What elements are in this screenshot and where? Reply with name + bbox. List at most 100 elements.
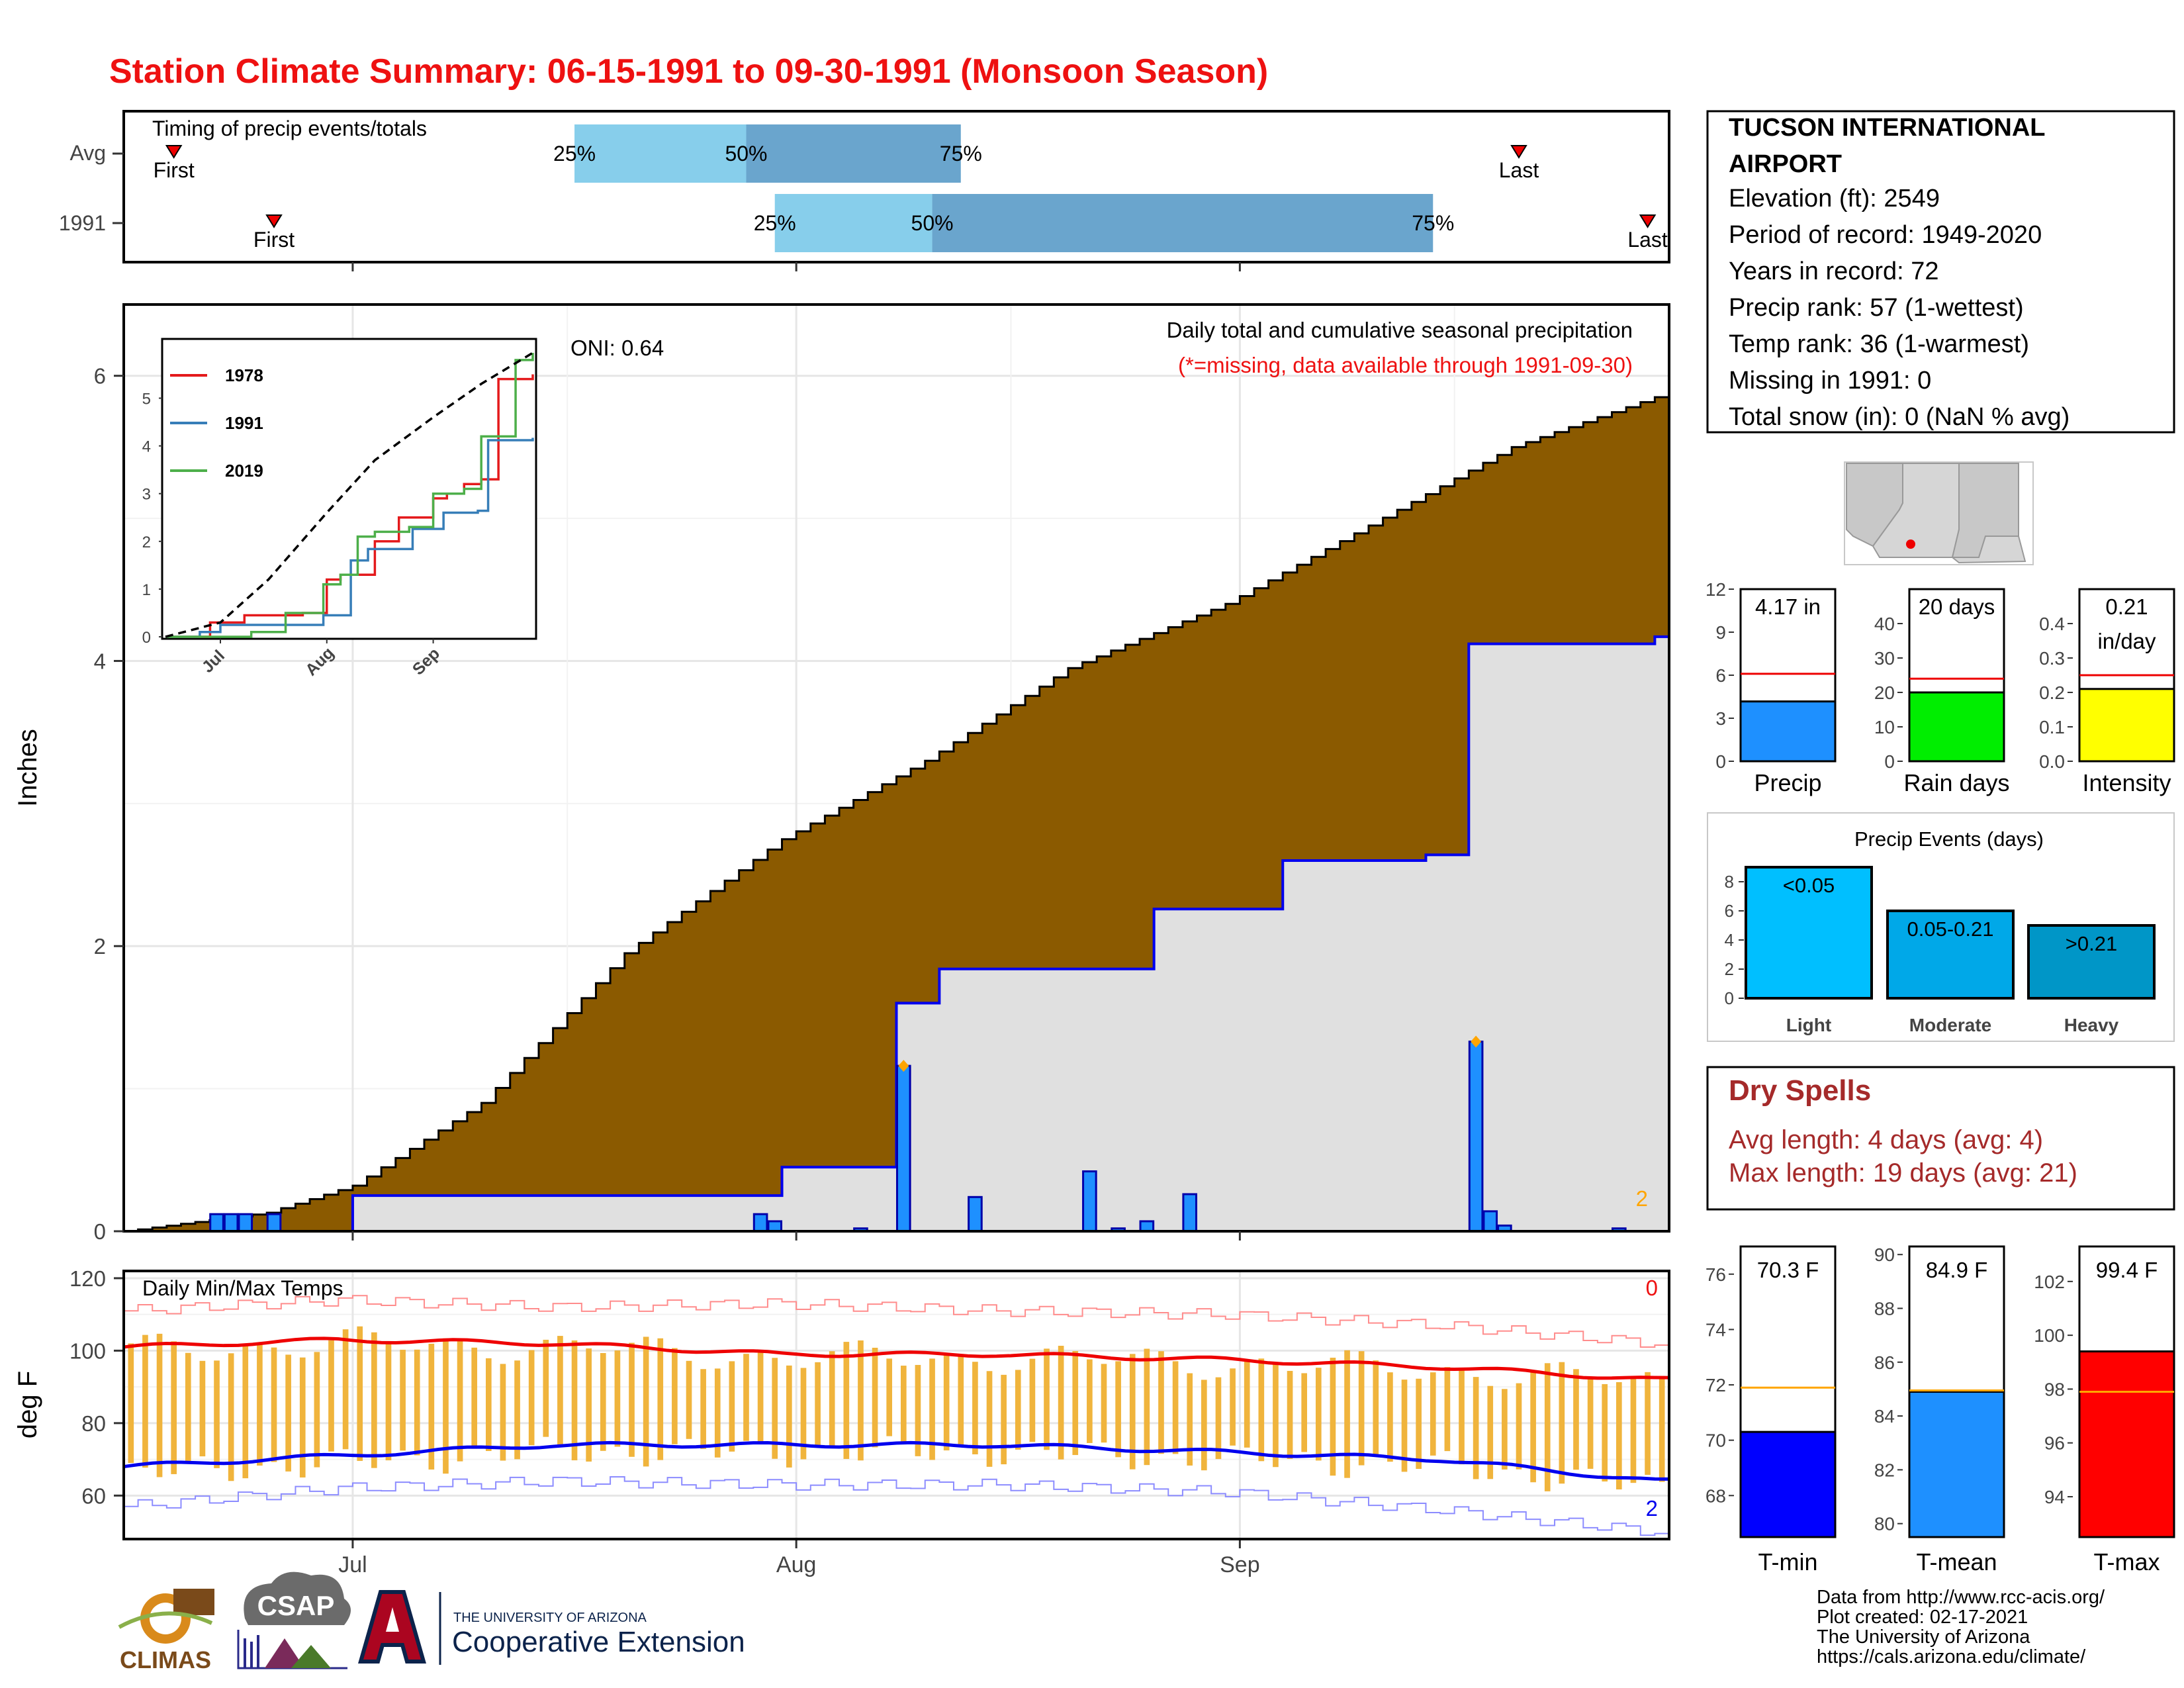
daily-temp-bar [1129, 1354, 1136, 1470]
daily-temp-bar [1244, 1360, 1250, 1448]
timing-panel: Timing of precip events/totals Avg 1991 … [59, 110, 1670, 271]
daily-temp-bar [1573, 1369, 1579, 1470]
daily-temp-bar [886, 1358, 893, 1436]
daily-temp-bar [1487, 1385, 1494, 1479]
tmin-bar [1739, 1430, 1837, 1538]
events-bar [1886, 910, 2015, 1000]
daily-temp-bar [1144, 1348, 1150, 1466]
daily-precip-bar [767, 1220, 783, 1233]
daily-temp-bar [1358, 1351, 1365, 1466]
daily-temp-bar [1530, 1372, 1536, 1483]
station-snow: Total snow (in): 0 (NaN % avg) [1729, 403, 2070, 431]
timing-iqr-lower [574, 124, 747, 183]
station-temp-rank: Temp rank: 36 (1-warmest) [1729, 330, 2029, 358]
precip-bar [1739, 700, 1837, 763]
daily-temp-bar [1201, 1380, 1207, 1471]
temp-y-tick-label: 120 [69, 1266, 106, 1291]
events-bin-label: <0.05 [1783, 874, 1835, 897]
station-missing: Missing in 1991: 0 [1729, 367, 1931, 395]
timing-pct-label: 25% [754, 211, 796, 235]
oni-label: ONI: 0.64 [570, 336, 664, 360]
events-category-label: Moderate [1909, 1015, 1991, 1035]
daily-temp-bar [1401, 1380, 1408, 1472]
daily-temp-bar [457, 1339, 463, 1462]
station-info-box: TUCSON INTERNATIONAL AIRPORT Elevation (… [1706, 110, 2175, 434]
daily-temp-bar [800, 1368, 807, 1460]
daily-temp-bar [428, 1343, 435, 1470]
daily-temp-bar [629, 1342, 635, 1457]
inset-y-tick-label: 3 [142, 486, 151, 504]
csap-logo-text: CSAP [257, 1590, 335, 1621]
daily-precip-bar [209, 1213, 224, 1233]
daily-temp-bar [171, 1341, 177, 1474]
footer-line-4: https://cals.arizona.edu/climate/ [1817, 1646, 2086, 1667]
intensity-tick-label: 0.0 [2039, 751, 2065, 772]
timing-row-avg-label: Avg [69, 141, 106, 165]
daily-temp-bar [729, 1361, 735, 1452]
timing-pct-label: 75% [1412, 211, 1454, 235]
ua-big-text: Cooperative Extension [452, 1626, 745, 1658]
daily-temp-bar [1659, 1376, 1665, 1482]
temp-y-tick-label: 100 [69, 1338, 106, 1363]
inset-y-tick-label: 5 [142, 391, 151, 408]
daily-temp-bar [471, 1347, 478, 1449]
daily-temp-bar [342, 1329, 349, 1450]
daily-temp-bar [400, 1350, 406, 1451]
tmax-tick-label: 94 [2044, 1487, 2065, 1507]
daily-temp-bar [271, 1347, 277, 1462]
daily-temp-bar [700, 1369, 706, 1449]
events-tick-label: 0 [1725, 988, 1734, 1008]
dry-spells-avg: Avg length: 4 days (avg: 4) [1729, 1125, 2043, 1154]
daily-temp-bar [686, 1360, 692, 1439]
daily-temp-bar [586, 1348, 592, 1462]
dry-spells-max: Max length: 19 days (avg: 21) [1729, 1158, 2077, 1188]
tmax-bar [2078, 1350, 2175, 1538]
daily-temp-bar [714, 1368, 721, 1458]
daily-temp-bar [128, 1343, 134, 1464]
tmean-tick-label: 86 [1874, 1352, 1895, 1373]
record-min-line [124, 1476, 1669, 1536]
daily-temp-bar [371, 1332, 377, 1468]
inset-y-tick-label: 2 [142, 534, 151, 551]
raindays-value-label: 20 days [1919, 594, 1995, 619]
daily-temp-bar [786, 1365, 792, 1468]
daily-temp-bar [1015, 1370, 1021, 1450]
tmax-tick-label: 98 [2044, 1379, 2065, 1399]
intensity-tick-label: 0.2 [2039, 682, 2065, 703]
missing-note: (*=missing, data available through 1991-… [1178, 353, 1633, 377]
daily-temp-bar [1430, 1372, 1436, 1456]
daily-temp-bar [1001, 1374, 1007, 1465]
daily-temp-bar [1230, 1368, 1236, 1446]
daily-precip-bar [1139, 1220, 1155, 1233]
timing-iqr-upper [746, 124, 961, 183]
precip-y-tick-label: 2 [94, 934, 106, 959]
tmean-value-label: 84.9 F [1926, 1258, 1988, 1282]
daily-temp-bar [1158, 1351, 1164, 1454]
daily-temp-bar [1172, 1361, 1179, 1454]
daily-temp-bar [1072, 1350, 1079, 1456]
daily-precip-bar [752, 1213, 768, 1233]
climas-logo: CLIMAS [118, 1589, 214, 1673]
tmax-tick-label: 102 [2034, 1272, 2065, 1292]
events-category-label: Light [1786, 1015, 1831, 1035]
daily-temp-bar [500, 1364, 506, 1461]
daily-temp-bar [1516, 1383, 1522, 1470]
tmax-tick-label: 96 [2044, 1433, 2065, 1454]
raindays-tick-label: 10 [1874, 717, 1895, 737]
timing-first-marker [165, 145, 183, 159]
precip-y-tick-label: 4 [94, 649, 106, 673]
temp-panel-label: Daily Min/Max Temps [142, 1276, 343, 1300]
timing-iqr-upper [932, 194, 1433, 252]
intensity-label: Intensity [2082, 769, 2171, 796]
summary-bars: 4.17 in Precip 0 3 6 9 12 20 days Rain days 0 10 20… [1706, 579, 2175, 796]
daily-temp-bar [1058, 1346, 1064, 1460]
daily-temp-bar [1273, 1364, 1279, 1468]
daily-temp-bar [1044, 1348, 1050, 1450]
inset-legend-label: 1978 [225, 365, 263, 385]
daily-temp-bar [557, 1336, 563, 1446]
temp-series: Jul Aug Sep 60 80 100 120 [69, 1266, 1670, 1577]
daily-temp-bar [1459, 1368, 1465, 1465]
daily-temp-bar [943, 1353, 950, 1451]
